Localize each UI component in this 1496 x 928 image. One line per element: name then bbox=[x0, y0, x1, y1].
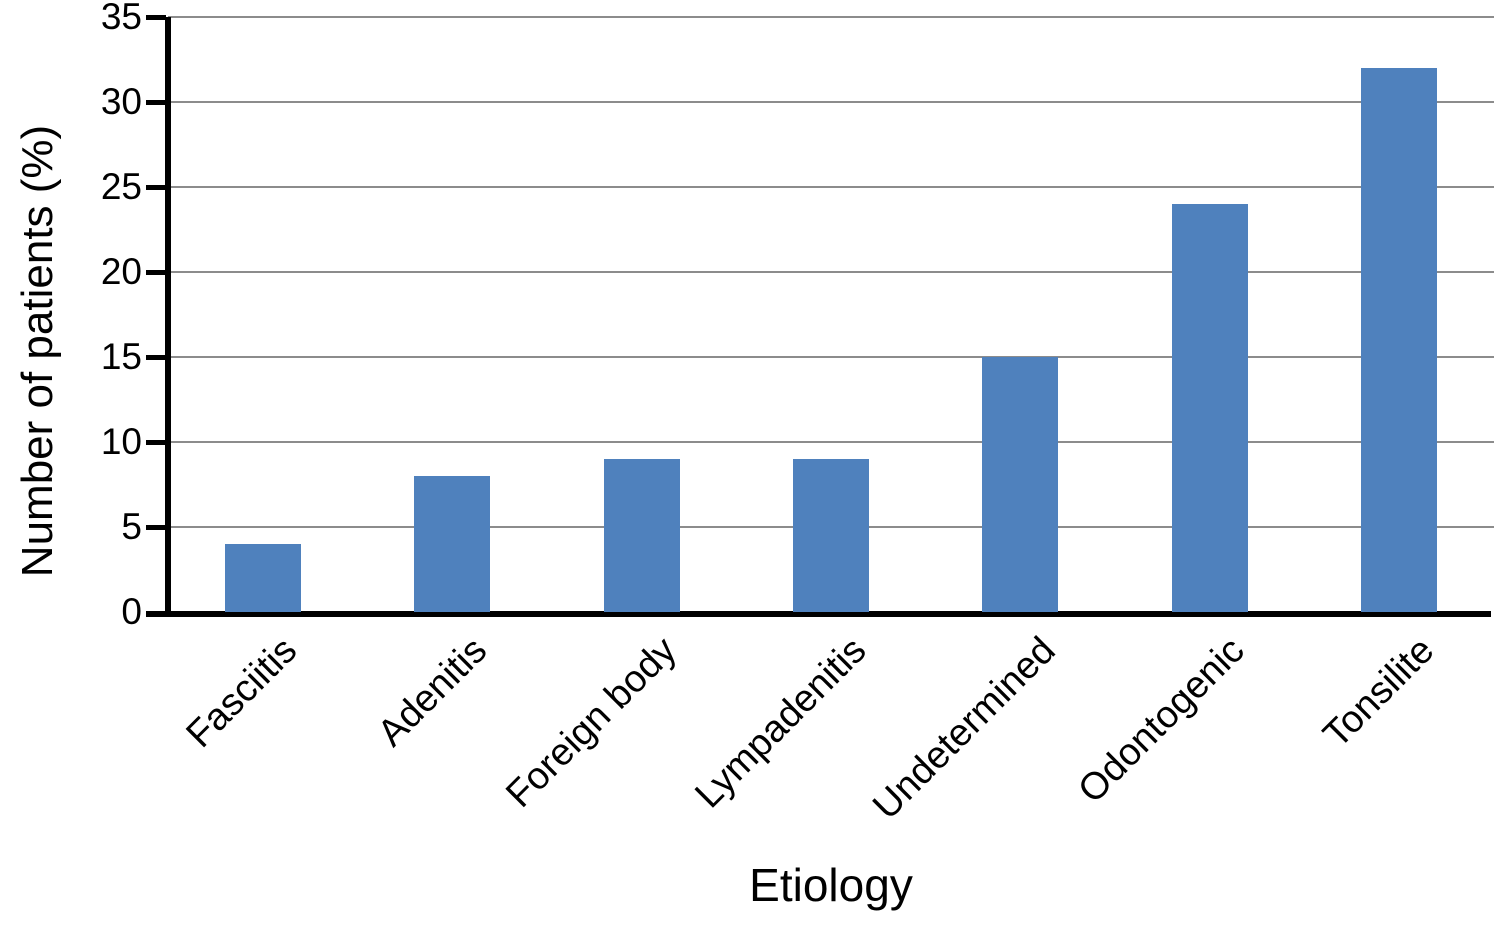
x-axis-title: Etiology bbox=[749, 859, 913, 911]
y-tick-label: 15 bbox=[100, 336, 142, 377]
x-axis-line bbox=[146, 611, 1491, 617]
bar bbox=[1361, 68, 1437, 612]
y-tick-label: 20 bbox=[100, 251, 142, 292]
y-axis-tick bbox=[146, 15, 166, 20]
category-label: Undetermined bbox=[864, 629, 1064, 828]
category-label: Foreign body bbox=[498, 629, 685, 816]
bar bbox=[604, 459, 680, 612]
bar bbox=[982, 357, 1058, 612]
y-axis-tick bbox=[146, 185, 166, 190]
y-tick-label: 25 bbox=[100, 166, 142, 207]
gridline bbox=[168, 356, 1494, 358]
category-label: Tonsilite bbox=[1315, 629, 1443, 757]
y-axis-tick bbox=[146, 525, 166, 530]
y-axis-line bbox=[165, 17, 171, 617]
bar bbox=[793, 459, 869, 612]
bar bbox=[414, 476, 490, 612]
y-tick-label: 10 bbox=[100, 421, 142, 462]
y-axis-tick bbox=[146, 440, 166, 445]
y-tick-label: 30 bbox=[100, 81, 142, 122]
gridline bbox=[168, 271, 1494, 273]
gridline bbox=[168, 16, 1494, 18]
category-label: Odontogenic bbox=[1070, 629, 1253, 812]
y-tick-label: 0 bbox=[121, 591, 142, 632]
gridline bbox=[168, 101, 1494, 103]
y-axis-tick bbox=[146, 270, 166, 275]
gridline bbox=[168, 441, 1494, 443]
y-tick-label: 35 bbox=[100, 0, 142, 37]
category-label: Adenitis bbox=[369, 629, 496, 755]
bar bbox=[225, 544, 301, 612]
bar bbox=[1172, 204, 1248, 612]
y-axis-tick bbox=[146, 355, 166, 360]
y-tick-label: 5 bbox=[121, 506, 142, 547]
category-label: Fasciitis bbox=[178, 629, 306, 757]
category-label: Lympadenitis bbox=[686, 629, 874, 817]
y-axis-tick bbox=[146, 100, 166, 105]
gridline bbox=[168, 186, 1494, 188]
